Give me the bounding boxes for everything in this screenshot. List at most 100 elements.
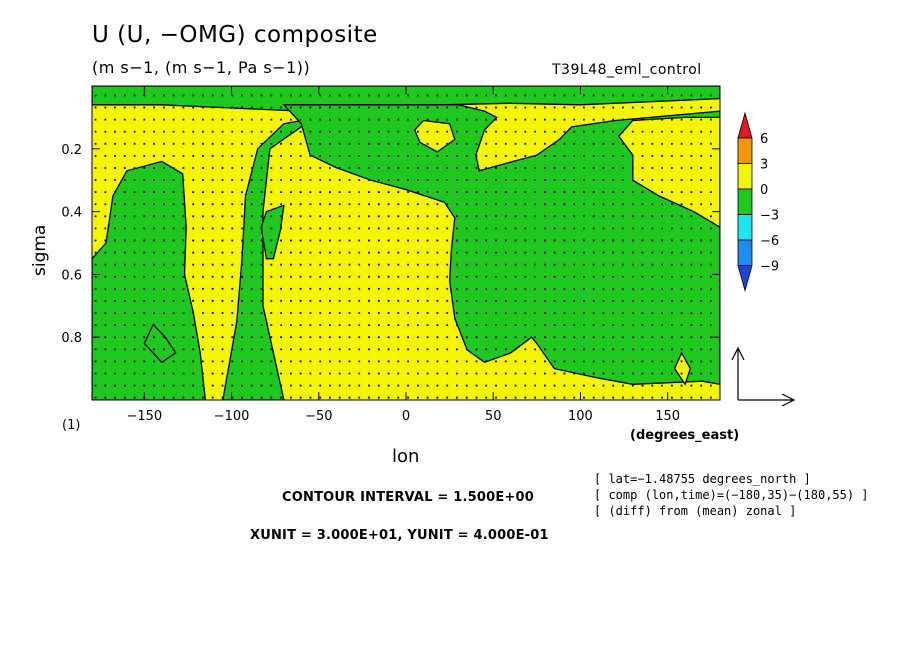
vector-mark — [651, 251, 654, 254]
vector-mark — [299, 360, 302, 363]
vector-mark — [661, 167, 663, 169]
vector-mark — [153, 275, 155, 278]
vector-mark — [114, 384, 116, 387]
vector-mark — [436, 167, 439, 169]
vector-mark — [583, 167, 585, 169]
run-name: T39L48_eml_control — [552, 62, 702, 78]
vector-mark — [524, 203, 527, 206]
vector-mark — [163, 191, 165, 193]
vector-mark — [622, 130, 624, 133]
vector-mark — [465, 239, 468, 242]
vector-mark — [172, 179, 175, 181]
vector-mark — [377, 191, 380, 193]
vector-mark — [641, 215, 644, 218]
vector-mark — [671, 179, 673, 181]
vector-mark — [426, 360, 429, 363]
vector-mark — [465, 203, 468, 206]
vector-mark — [260, 384, 263, 387]
vector-mark — [377, 215, 380, 218]
vector-mark — [211, 251, 214, 254]
vector-mark — [710, 300, 712, 302]
vector-mark — [661, 142, 663, 145]
vector-mark — [250, 336, 253, 339]
vector-mark — [661, 336, 663, 339]
vector-mark — [231, 263, 234, 266]
vector-mark — [123, 287, 126, 290]
vector-mark — [104, 215, 107, 218]
vector-mark — [309, 155, 312, 157]
vector-mark — [700, 118, 703, 121]
vector-mark — [241, 227, 243, 230]
vector-mark — [260, 336, 263, 339]
vector-mark — [710, 275, 712, 278]
vector-mark — [700, 94, 703, 97]
vector-mark — [661, 215, 663, 218]
vector-mark — [446, 251, 449, 254]
vector-mark — [319, 94, 322, 97]
x-tick-label: −150 — [126, 409, 162, 424]
vector-mark — [583, 287, 585, 290]
vector-mark — [514, 324, 517, 326]
vector-mark — [211, 106, 214, 109]
vector-mark — [622, 396, 624, 399]
vector-mark — [544, 179, 546, 181]
vector-mark — [202, 191, 204, 193]
vector-mark — [456, 336, 458, 339]
vector-mark — [661, 106, 663, 109]
vector-mark — [280, 215, 282, 218]
vector-mark — [104, 251, 107, 254]
vector-mark — [241, 336, 243, 339]
vector-mark — [661, 348, 663, 351]
vector-mark — [436, 324, 439, 326]
vector-mark — [211, 94, 214, 97]
vector-mark — [680, 167, 683, 169]
vector-mark — [377, 300, 380, 302]
vector-mark — [534, 203, 536, 206]
vector-mark — [270, 191, 273, 193]
vector-mark — [280, 396, 282, 399]
vector-mark — [436, 348, 439, 351]
vector-mark — [377, 372, 380, 375]
vector-mark — [485, 179, 488, 181]
vector-mark — [250, 263, 253, 266]
vector-mark — [172, 227, 175, 230]
vector-mark — [133, 142, 136, 145]
vector-mark — [485, 287, 488, 290]
vector-mark — [250, 142, 253, 145]
vector-mark — [602, 130, 605, 133]
vector-mark — [329, 324, 331, 326]
vector-mark — [426, 142, 429, 145]
vector-mark — [387, 118, 390, 121]
vector-mark — [143, 227, 146, 230]
vector-mark — [700, 300, 703, 302]
vector-mark — [309, 94, 312, 97]
vector-mark — [348, 336, 351, 339]
vector-mark — [387, 203, 390, 206]
vector-mark — [123, 179, 126, 181]
vector-mark — [153, 203, 155, 206]
vector-mark — [573, 239, 576, 242]
vector-mark — [172, 275, 175, 278]
vector-mark — [163, 396, 165, 399]
vector-mark — [143, 336, 146, 339]
vector-mark — [524, 384, 527, 387]
vector-mark — [329, 167, 331, 169]
vector-mark — [231, 203, 234, 206]
vector-mark — [544, 396, 546, 399]
vector-mark — [563, 312, 566, 314]
vector-mark — [426, 130, 429, 133]
vector-mark — [544, 130, 546, 133]
vector-mark — [524, 118, 527, 121]
vector-mark — [202, 300, 204, 302]
vector-mark — [456, 312, 458, 314]
vector-mark — [368, 300, 370, 302]
vector-mark — [211, 239, 214, 242]
vector-mark — [270, 155, 273, 157]
vector-mark — [417, 130, 419, 133]
vector-mark — [524, 312, 527, 314]
vector-mark — [290, 94, 292, 97]
vector-mark — [280, 203, 282, 206]
vector-mark — [270, 336, 273, 339]
vector-mark — [602, 360, 605, 363]
vector-mark — [417, 155, 419, 157]
